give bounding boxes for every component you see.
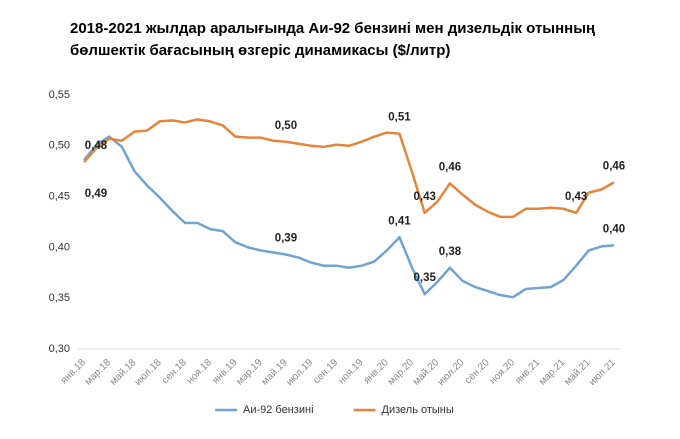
legend-label: Аи-92 бензині (243, 404, 314, 416)
data-label: 0,43 (565, 191, 587, 203)
series-line (83, 118, 615, 219)
y-tick-label: 0,55 (49, 89, 70, 101)
data-label: 0,46 (439, 161, 461, 173)
data-label: 0,43 (414, 191, 436, 203)
data-label: 0,40 (603, 223, 625, 235)
data-label: 0,49 (85, 188, 107, 200)
x-tick-label: мар.19 (234, 357, 265, 388)
data-label: 0,48 (85, 140, 108, 152)
data-label: 0,41 (388, 215, 411, 227)
x-tick-label: сен.20 (463, 357, 492, 386)
x-tick-label: май.19 (260, 357, 291, 388)
x-tick-label: июл.20 (436, 357, 467, 388)
y-tick-label: 0,35 (49, 292, 70, 304)
x-tick-label: июл.18 (133, 357, 164, 388)
y-tick-label: 0,30 (49, 343, 70, 355)
x-tick-label: июл.19 (284, 357, 315, 388)
x-tick-label: ноя.20 (488, 357, 518, 387)
data-label: 0,51 (388, 112, 411, 124)
x-tick-label: май.21 (562, 357, 593, 388)
y-tick-label: 0,50 (49, 140, 70, 152)
x-tick-label: мар.20 (386, 357, 417, 388)
data-label: 0,50 (275, 120, 297, 132)
data-label: 0,38 (439, 246, 462, 258)
data-label: 0,39 (275, 233, 297, 245)
x-tick-label: мар.21 (537, 357, 568, 388)
series-line (83, 135, 615, 299)
y-tick-label: 0,40 (49, 241, 70, 253)
x-tick-label: сен.18 (160, 357, 189, 386)
x-tick-label: июл.21 (587, 357, 618, 388)
x-tick-label: ноя.18 (185, 357, 215, 387)
y-tick-label: 0,45 (49, 191, 70, 203)
x-tick-label: ноя.19 (336, 357, 366, 387)
legend-label: Дизель отыны (382, 404, 454, 416)
x-tick-label: сен.19 (311, 357, 340, 386)
x-tick-label: мар.18 (83, 357, 114, 388)
data-label: 0,46 (603, 160, 625, 172)
data-label: 0,35 (414, 272, 437, 284)
chart-title: 2018-2021 жылдар аралығында Аи-92 бензин… (70, 20, 596, 59)
